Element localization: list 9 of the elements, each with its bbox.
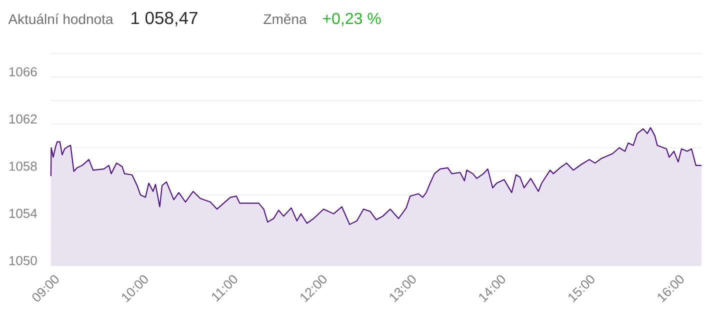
text: +0,23 % bbox=[322, 12, 381, 26]
y-tick-label: 1050 bbox=[9, 256, 37, 266]
text: Aktuální hodnota bbox=[8, 14, 114, 24]
y-tick-label: 1062 bbox=[9, 114, 37, 124]
text: Změna bbox=[264, 14, 307, 24]
text: 1 058,47 bbox=[132, 12, 198, 26]
y-tick-label: 1066 bbox=[9, 67, 37, 76]
y-tick-label: 1054 bbox=[9, 208, 37, 218]
y-tick-label: 1058 bbox=[9, 162, 37, 171]
